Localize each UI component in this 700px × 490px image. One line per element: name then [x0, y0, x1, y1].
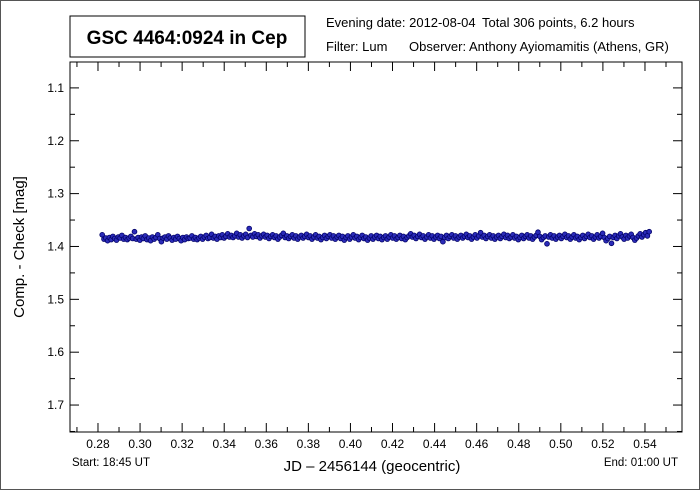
data-point — [131, 228, 138, 235]
y-tick-label: 1.3 — [47, 187, 64, 201]
y-tick-label: 1.1 — [47, 81, 64, 95]
x-tick-label: 0.36 — [255, 437, 279, 451]
x-tick-label: 0.54 — [633, 437, 657, 451]
start-time: Start: 18:45 UT — [72, 457, 150, 469]
observer-label: Observer: Anthony Ayiomamitis (Athens, G… — [409, 39, 669, 54]
x-tick-label: 0.48 — [507, 437, 531, 451]
filter-label: Filter: Lum — [326, 39, 387, 54]
plot-area — [69, 61, 683, 433]
end-time: End: 01:00 UT — [604, 457, 678, 469]
data-point — [608, 240, 615, 247]
x-tick-label: 0.52 — [591, 437, 615, 451]
x-tick-label: 0.38 — [297, 437, 321, 451]
x-tick-label: 0.30 — [128, 437, 152, 451]
x-axis-label: JD – 2456144 (geocentric) — [284, 458, 461, 475]
y-tick-label: 1.5 — [47, 292, 64, 306]
x-tick-label: 0.50 — [549, 437, 573, 451]
y-tick-label: 1.6 — [47, 345, 64, 359]
x-tick-label: 0.42 — [381, 437, 405, 451]
x-tick-label: 0.34 — [213, 437, 237, 451]
evening-date: Evening date: 2012-08-04 — [326, 15, 476, 30]
chart-title: GSC 4464:0924 in Cep — [87, 28, 288, 49]
data-point — [544, 241, 550, 247]
title-box — [69, 15, 306, 58]
x-tick-label: 0.32 — [170, 437, 194, 451]
data-point — [646, 228, 652, 235]
x-tick-label: 0.28 — [86, 437, 110, 451]
x-tick-label: 0.40 — [339, 437, 363, 451]
x-tick-label: 0.44 — [423, 437, 447, 451]
data-point — [246, 225, 253, 232]
y-tick-label: 1.4 — [47, 239, 64, 253]
y-tick-label: 1.2 — [47, 134, 64, 148]
y-axis-label: Comp. - Check [mag] — [11, 176, 28, 318]
y-tick-label: 1.7 — [47, 398, 64, 412]
x-tick-label: 0.46 — [465, 437, 489, 451]
total-points: Total 306 points, 6.2 hours — [482, 15, 635, 30]
